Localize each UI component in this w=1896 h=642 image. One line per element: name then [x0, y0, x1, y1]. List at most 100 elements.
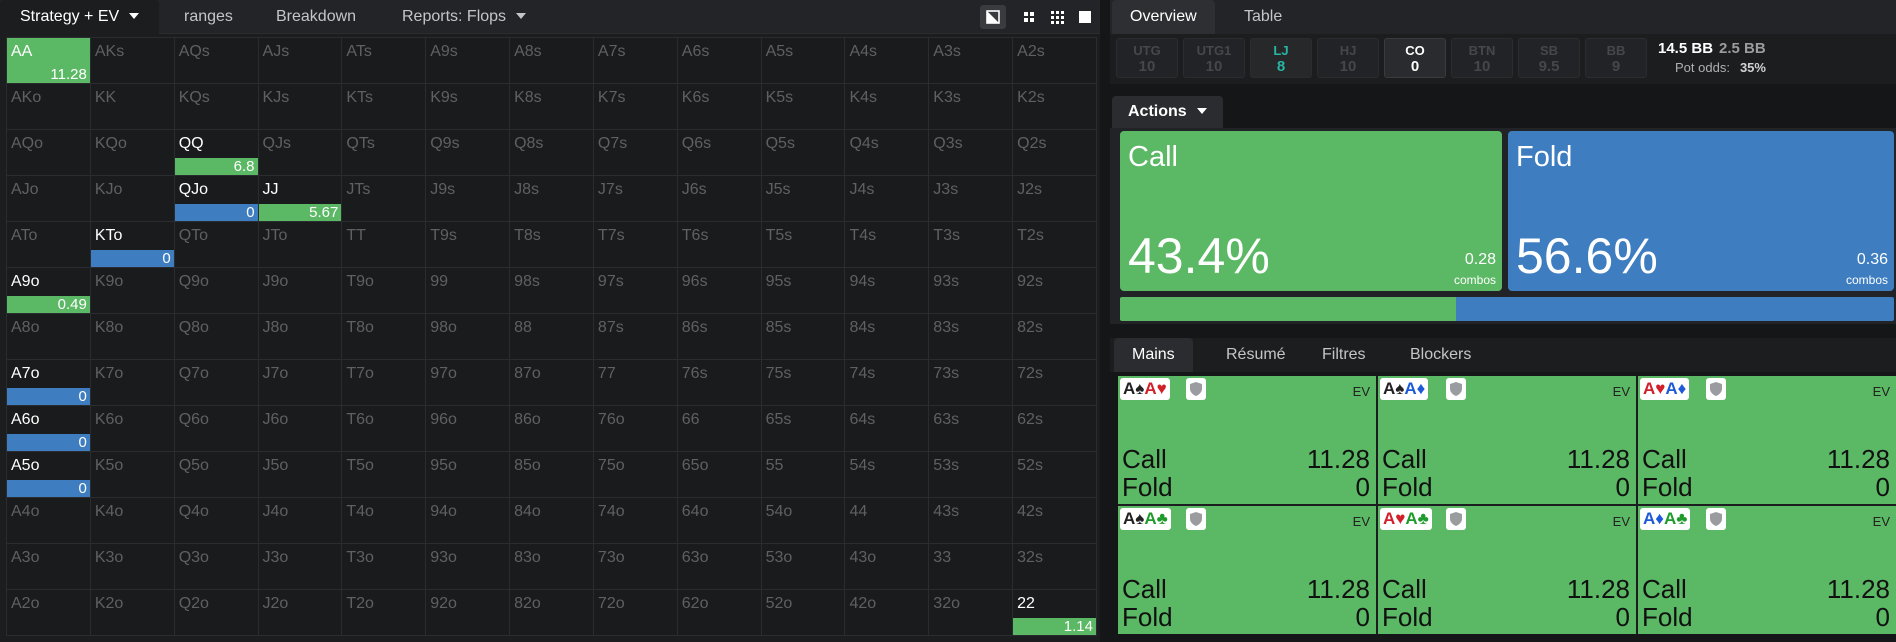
- range-cell[interactable]: Q3s: [929, 130, 1013, 175]
- range-cell[interactable]: J6o: [258, 406, 342, 451]
- range-cell[interactable]: J5s: [761, 176, 845, 221]
- range-cell[interactable]: J5o: [258, 452, 342, 497]
- range-cell[interactable]: 87s: [593, 314, 677, 359]
- range-cell[interactable]: 75o: [593, 452, 677, 497]
- range-cell[interactable]: Q6s: [677, 130, 761, 175]
- range-cell[interactable]: T6o: [342, 406, 426, 451]
- range-cell[interactable]: AA 11.28: [7, 38, 90, 83]
- shield-icon[interactable]: [1186, 508, 1206, 530]
- range-cell[interactable]: 53s: [929, 452, 1013, 497]
- range-cell[interactable]: A5s: [761, 38, 845, 83]
- range-cell[interactable]: 97s: [593, 268, 677, 313]
- range-cell[interactable]: 43s: [929, 498, 1013, 543]
- range-cell[interactable]: 55: [761, 452, 845, 497]
- range-cell[interactable]: A2o: [7, 590, 90, 635]
- range-cell[interactable]: KTs: [342, 84, 426, 129]
- range-cell[interactable]: 84s: [845, 314, 929, 359]
- range-cell[interactable]: Q2o: [174, 590, 258, 635]
- range-cell[interactable]: K5s: [761, 84, 845, 129]
- shield-icon[interactable]: [1706, 508, 1726, 530]
- range-cell[interactable]: 93o: [426, 544, 510, 589]
- range-cell[interactable]: K7s: [593, 84, 677, 129]
- range-cell[interactable]: 74s: [845, 360, 929, 405]
- range-cell[interactable]: A6o 0: [7, 406, 90, 451]
- fold-action-card[interactable]: Fold 56.6% 0.36 combos: [1508, 131, 1894, 291]
- tab-table[interactable]: Table: [1244, 8, 1283, 25]
- range-cell[interactable]: JTs: [342, 176, 426, 221]
- range-cell[interactable]: K4s: [845, 84, 929, 129]
- range-cell[interactable]: T4s: [845, 222, 929, 267]
- range-cell[interactable]: T4o: [342, 498, 426, 543]
- range-cell[interactable]: J8s: [510, 176, 593, 221]
- range-cell[interactable]: 84o: [510, 498, 593, 543]
- range-cell[interactable]: J4s: [845, 176, 929, 221]
- tab-reports-flops[interactable]: Reports: Flops: [382, 0, 546, 34]
- range-cell[interactable]: A3o: [7, 544, 90, 589]
- range-cell[interactable]: T8s: [510, 222, 593, 267]
- range-cell[interactable]: J2s: [1013, 176, 1096, 221]
- contrast-toggle-button[interactable]: [980, 5, 1006, 29]
- range-cell[interactable]: JJ 5.67: [258, 176, 342, 221]
- range-cell[interactable]: KK: [90, 84, 174, 129]
- range-cell[interactable]: QTs: [342, 130, 426, 175]
- position-sb[interactable]: SB 9.5: [1518, 38, 1580, 78]
- range-cell[interactable]: K9o: [90, 268, 174, 313]
- range-cell[interactable]: Q8s: [510, 130, 593, 175]
- range-cell[interactable]: KJo: [90, 176, 174, 221]
- range-cell[interactable]: 94s: [845, 268, 929, 313]
- range-cell[interactable]: Q2s: [1013, 130, 1096, 175]
- tab-strategy-ev[interactable]: Strategy + EV: [0, 0, 160, 34]
- range-cell[interactable]: Q7s: [593, 130, 677, 175]
- range-cell[interactable]: 52s: [1013, 452, 1096, 497]
- range-cell[interactable]: 93s: [929, 268, 1013, 313]
- range-cell[interactable]: 32o: [929, 590, 1013, 635]
- range-cell[interactable]: A9o 0.49: [7, 268, 90, 313]
- tab-blockers[interactable]: Blockers: [1410, 346, 1472, 363]
- range-cell[interactable]: 86o: [510, 406, 593, 451]
- range-cell[interactable]: A3s: [929, 38, 1013, 83]
- range-cell[interactable]: QJo 0: [174, 176, 258, 221]
- range-cell[interactable]: Q8o: [174, 314, 258, 359]
- range-cell[interactable]: 77: [593, 360, 677, 405]
- range-cell[interactable]: ATs: [342, 38, 426, 83]
- range-cell[interactable]: K8s: [510, 84, 593, 129]
- range-cell[interactable]: 54o: [761, 498, 845, 543]
- square-view-button[interactable]: [1072, 5, 1098, 29]
- hand-combo-card[interactable]: A♥A♦ EV Call 11.28 Fold 0: [1638, 376, 1896, 504]
- shield-icon[interactable]: [1706, 378, 1726, 400]
- range-cell[interactable]: 85o: [510, 452, 593, 497]
- position-hj[interactable]: HJ 10: [1317, 38, 1379, 78]
- shield-icon[interactable]: [1446, 378, 1466, 400]
- range-cell[interactable]: 65s: [761, 406, 845, 451]
- range-cell[interactable]: 95o: [426, 452, 510, 497]
- range-cell[interactable]: AJo: [7, 176, 90, 221]
- range-cell[interactable]: T6s: [677, 222, 761, 267]
- range-cell[interactable]: 96s: [677, 268, 761, 313]
- range-cell[interactable]: 82o: [510, 590, 593, 635]
- range-cell[interactable]: 83s: [929, 314, 1013, 359]
- range-cell[interactable]: 22 1.14: [1013, 590, 1096, 635]
- range-cell[interactable]: J9s: [426, 176, 510, 221]
- range-cell[interactable]: K3o: [90, 544, 174, 589]
- range-cell[interactable]: K3s: [929, 84, 1013, 129]
- range-cell[interactable]: 98o: [426, 314, 510, 359]
- shield-icon[interactable]: [1446, 508, 1466, 530]
- range-cell[interactable]: 76o: [593, 406, 677, 451]
- range-cell[interactable]: 87o: [510, 360, 593, 405]
- range-cell[interactable]: J8o: [258, 314, 342, 359]
- range-cell[interactable]: 72o: [593, 590, 677, 635]
- position-utg1[interactable]: UTG1 10: [1183, 38, 1245, 78]
- range-cell[interactable]: 52o: [761, 590, 845, 635]
- range-cell[interactable]: AJs: [258, 38, 342, 83]
- range-cell[interactable]: K6s: [677, 84, 761, 129]
- range-cell[interactable]: QJs: [258, 130, 342, 175]
- position-co[interactable]: CO 0: [1384, 38, 1446, 78]
- range-cell[interactable]: A8o: [7, 314, 90, 359]
- range-cell[interactable]: A9s: [426, 38, 510, 83]
- range-cell[interactable]: T7s: [593, 222, 677, 267]
- range-cell[interactable]: Q5s: [761, 130, 845, 175]
- range-cell[interactable]: 62o: [677, 590, 761, 635]
- range-cell[interactable]: Q6o: [174, 406, 258, 451]
- range-cell[interactable]: A5o 0: [7, 452, 90, 497]
- range-cell[interactable]: 95s: [761, 268, 845, 313]
